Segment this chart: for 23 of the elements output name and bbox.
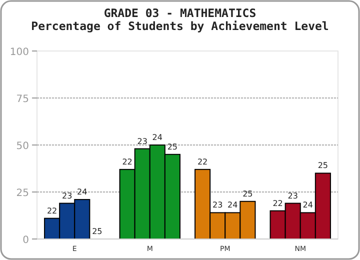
text: 22 bbox=[272, 198, 283, 208]
series-label: 25 bbox=[167, 142, 178, 152]
text: 24 bbox=[152, 133, 162, 142]
y-tick-label: 25 bbox=[16, 188, 29, 199]
y-tick-label: 75 bbox=[16, 94, 29, 105]
series-label: 22 bbox=[46, 206, 58, 216]
text: 25 bbox=[92, 227, 102, 236]
text: 25 bbox=[242, 189, 253, 198]
series-label: 24 bbox=[77, 188, 88, 197]
series-label: 23 bbox=[62, 191, 72, 200]
chart-title: GRADE 03 - MATHEMATICS bbox=[104, 6, 256, 20]
text: 23 bbox=[212, 200, 223, 210]
text: 24 bbox=[228, 200, 238, 210]
text: 22 bbox=[197, 157, 208, 166]
text: 25 bbox=[318, 161, 328, 170]
text: 23 bbox=[288, 191, 298, 200]
chart-subtitle: Percentage of Students by Achievement Level bbox=[31, 19, 329, 33]
y-tick-label: 100 bbox=[10, 47, 29, 58]
text: 24 bbox=[302, 200, 313, 210]
text: 23 bbox=[137, 136, 148, 146]
y-tick-label: 50 bbox=[16, 141, 29, 152]
y-tick-label: 0 bbox=[22, 235, 29, 246]
text: 22 bbox=[122, 157, 132, 166]
